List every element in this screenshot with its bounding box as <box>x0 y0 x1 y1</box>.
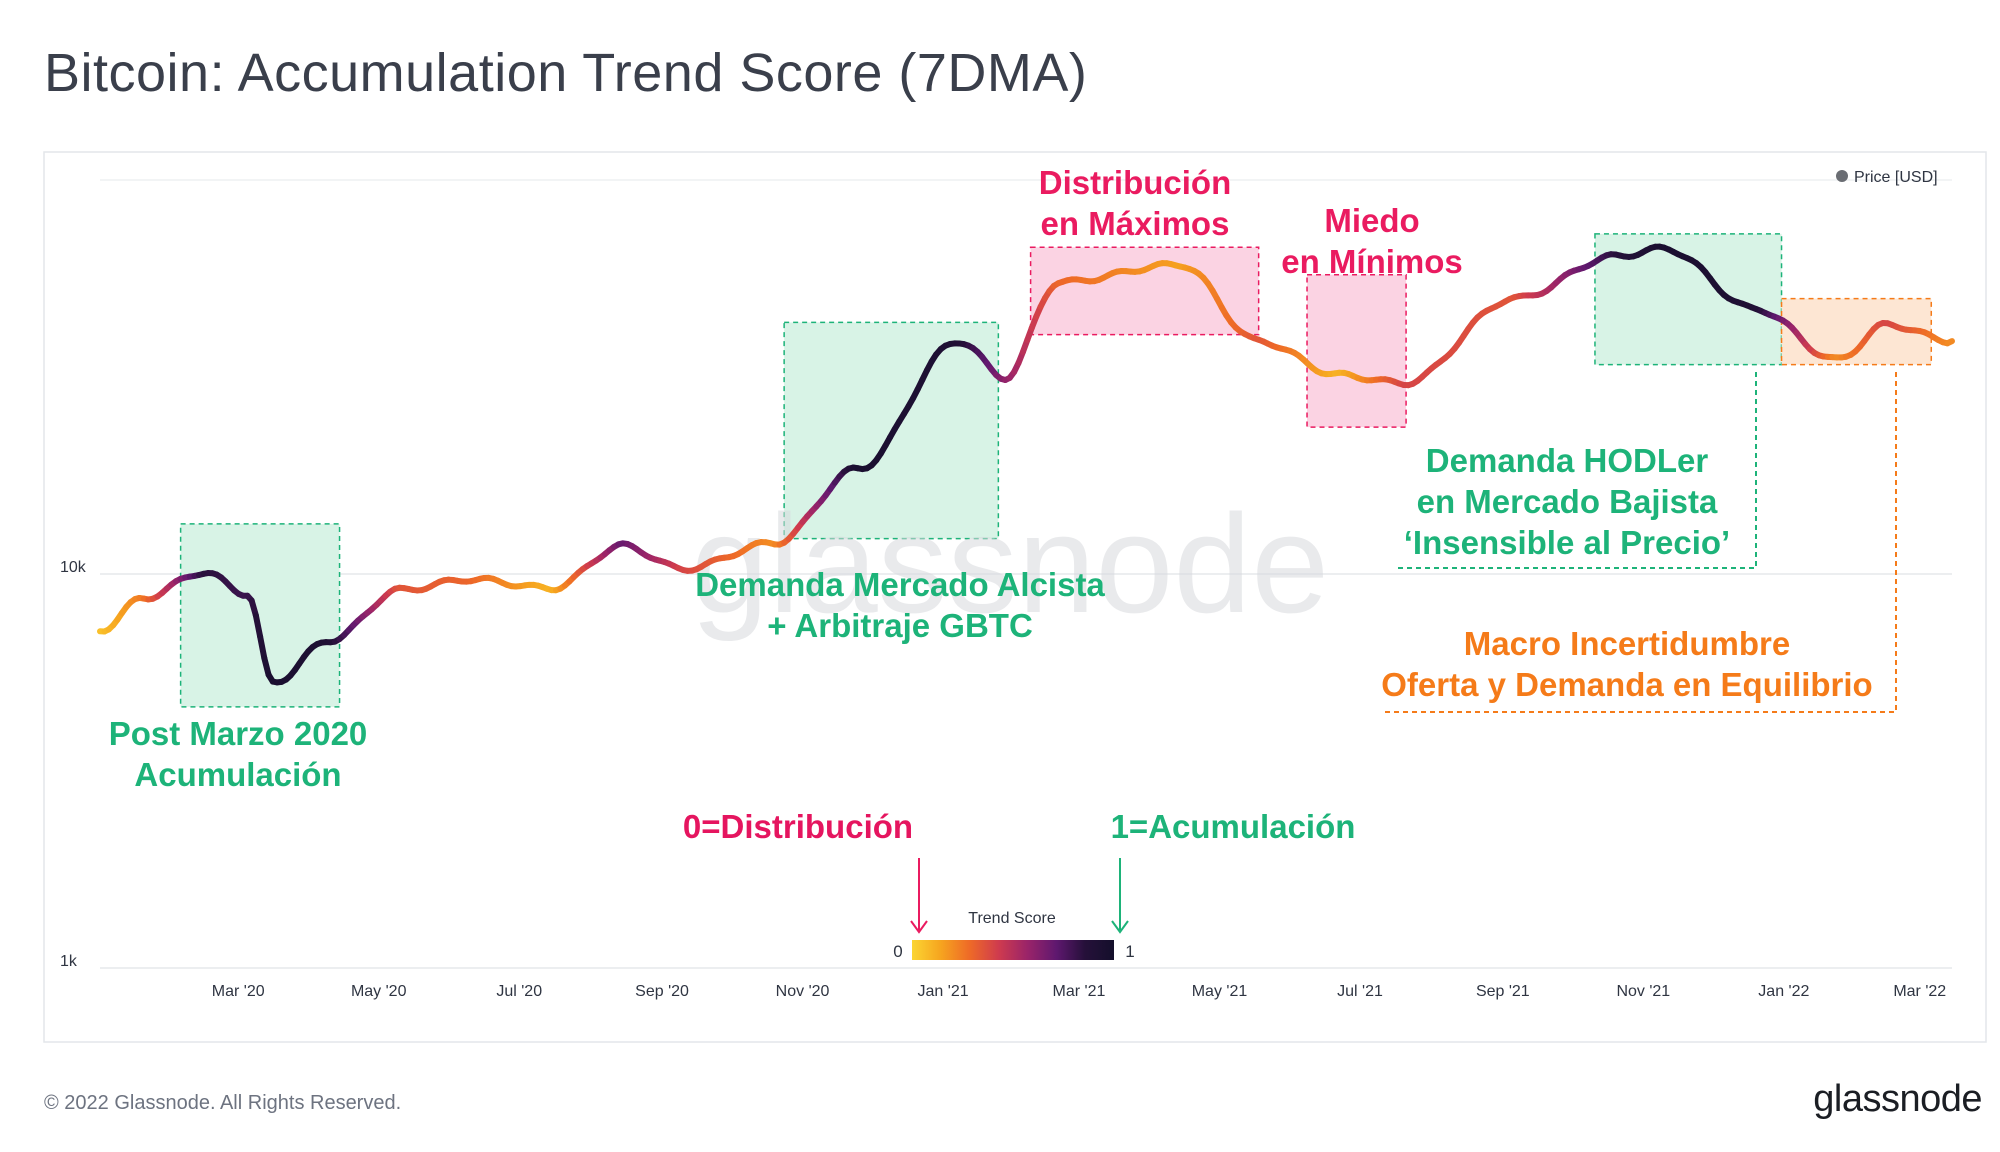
color-scale-title: Trend Score <box>968 910 1056 927</box>
x-tick-label: Jan '21 <box>918 983 969 1000</box>
price-segment <box>252 612 264 640</box>
color-scale: Trend Score 0 1 <box>893 910 1134 961</box>
x-tick-label: Mar '20 <box>212 983 265 1000</box>
annotation-zero-label: 0=Distribución <box>682 808 914 845</box>
legend: Price [USD] <box>1836 169 1938 186</box>
x-tick-label: Jul '20 <box>496 983 542 1000</box>
x-tick-label: May '21 <box>1192 983 1248 1000</box>
price-segment <box>257 633 268 662</box>
y-tick-label: 10k <box>60 559 87 576</box>
arrow-zero <box>910 858 928 934</box>
x-tick-label: Sep '20 <box>635 983 689 1000</box>
brand-logo: glassnode <box>1813 1078 1982 1120</box>
legend-label: Price [USD] <box>1854 169 1938 186</box>
annotation-hodler: Demanda HODLer en Mercado Bajista ‘Insen… <box>1403 442 1731 561</box>
box-distribucion <box>1029 246 1260 336</box>
annotation-miedo: Miedo en Mínimos <box>1281 202 1463 280</box>
page-title: Bitcoin: Accumulation Trend Score (7DMA) <box>44 43 1088 103</box>
annotation-post-marzo: Post Marzo 2020 Acumulación <box>108 715 368 793</box>
box-miedo <box>1306 273 1407 428</box>
x-tick-label: Sep '21 <box>1476 983 1530 1000</box>
x-tick-label: Jan '22 <box>1758 983 1809 1000</box>
x-tick-label: Jul '21 <box>1337 983 1383 1000</box>
copyright-footer: © 2022 Glassnode. All Rights Reserved. <box>44 1092 402 1114</box>
color-scale-min: 0 <box>893 942 902 961</box>
y-tick-label: 1k <box>60 953 78 970</box>
annotation-one-label: 1=Acumulación <box>1110 808 1356 845</box>
annotation-distribucion: Distribución en Máximos <box>1038 164 1232 242</box>
x-tick-label: Mar '22 <box>1893 983 1946 1000</box>
annotation-macro: Macro Incertidumbre Oferta y Demanda en … <box>1381 625 1873 703</box>
color-scale-max: 1 <box>1125 942 1134 961</box>
arrow-one <box>1111 858 1129 934</box>
color-scale-bar <box>912 940 1114 960</box>
annotation-alcista: Demanda Mercado Alcista + Arbitraje GBTC <box>695 566 1105 644</box>
leader-hodler <box>1394 372 1757 569</box>
price-segment <box>1944 338 1955 347</box>
x-tick-label: Nov '20 <box>776 983 830 1000</box>
x-tick-label: Nov '21 <box>1616 983 1670 1000</box>
x-tick-label: May '20 <box>351 983 407 1000</box>
x-tick-label: Mar '21 <box>1053 983 1106 1000</box>
box-post-marzo <box>179 523 341 708</box>
watermark: glassnode <box>691 485 1329 642</box>
